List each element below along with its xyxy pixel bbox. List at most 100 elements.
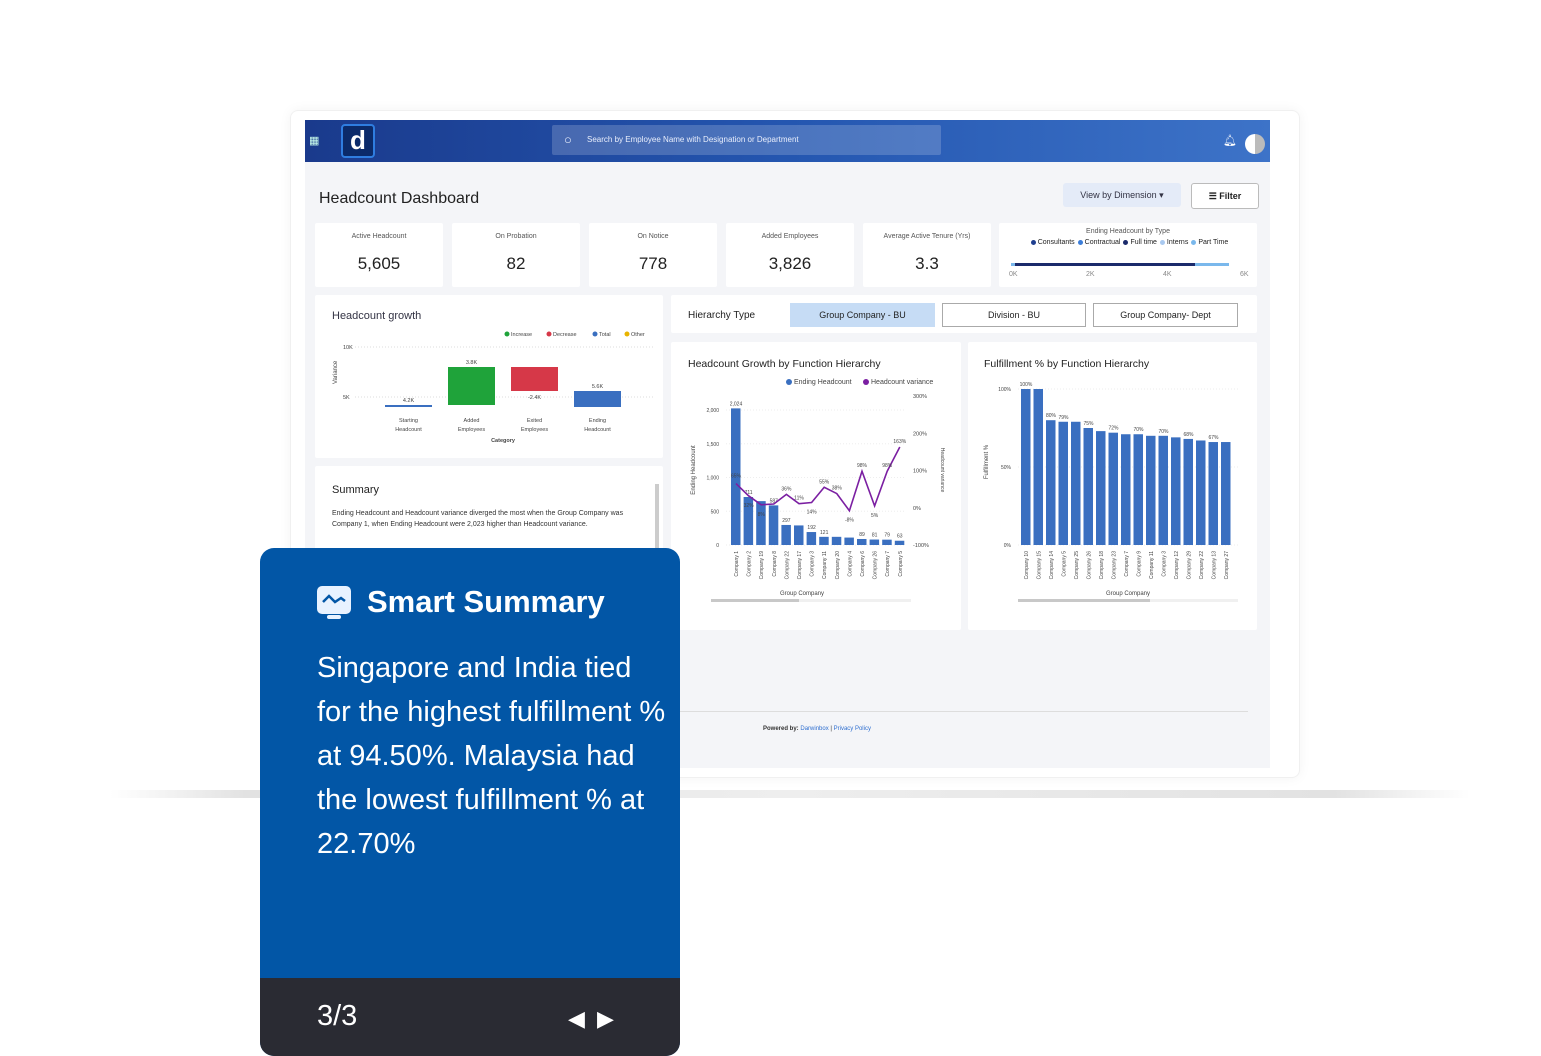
data-label: 5.6K <box>592 384 604 390</box>
headcount-bar <box>806 532 817 545</box>
privacy-policy-link[interactable]: Privacy Policy <box>833 726 871 732</box>
x-tick: Company 6 <box>860 551 866 577</box>
headcount-bar <box>781 524 791 545</box>
filter-label: Filter <box>1219 191 1242 201</box>
footer-separator: | <box>830 726 832 732</box>
data-label: 75% <box>1083 421 1094 427</box>
kpi-value: 3,826 <box>768 254 812 273</box>
type-bar-part-time <box>1011 263 1229 266</box>
scrollbar-thumb <box>711 599 799 602</box>
x-tick: Company 7 <box>1124 551 1130 577</box>
avatar[interactable] <box>1245 134 1265 154</box>
fulfillment-bar <box>1146 435 1156 545</box>
x-tick: Company 5 <box>898 551 904 577</box>
hierarchy-option[interactable]: Group Company- Dept <box>1093 303 1238 327</box>
x-tick: Ending <box>589 418 606 424</box>
kpi-label: On Notice <box>637 233 669 240</box>
dashboard-screen: ▦ d ○ Search by Employee Name with Design… <box>305 120 1270 768</box>
summary-scrollbar[interactable] <box>655 484 659 554</box>
x-tick: Company 17 <box>797 551 803 580</box>
laptop-base <box>110 790 1470 798</box>
legend-dot <box>624 331 630 337</box>
darwinbox-link[interactable]: Darwinbox <box>800 726 829 732</box>
x-tick: Headcount <box>395 427 422 433</box>
x-tick: Company 19 <box>759 551 765 580</box>
search-input[interactable]: ○ Search by Employee Name with Designatio… <box>552 125 941 155</box>
axis-tick: 0K <box>1009 271 1018 278</box>
data-label: 711 <box>745 490 753 496</box>
filter-button[interactable]: ☰ Filter <box>1191 183 1259 209</box>
ending-headcount-by-type-card: Ending Headcount by Type Consultants Cont… <box>999 223 1257 287</box>
y2-tick: 200% <box>913 431 927 437</box>
laptop-frame <box>290 110 1300 778</box>
scrollbar-track <box>711 599 911 602</box>
data-label: 81 <box>872 533 878 539</box>
y2-tick: 100% <box>913 469 927 475</box>
footer-divider <box>680 711 1248 712</box>
data-label: 38% <box>832 486 843 492</box>
data-label: 11% <box>794 496 804 502</box>
x-tick: Company 26 <box>873 551 879 580</box>
kpi-card: Active Headcount 5,605 <box>315 223 443 287</box>
x-tick: Company 13 <box>1212 551 1218 580</box>
y2-tick: 0% <box>913 506 921 512</box>
axis-tick: 2K <box>1086 271 1095 278</box>
data-label: 5% <box>871 513 879 519</box>
kpi-card: Added Employees 3,826 <box>726 223 854 287</box>
y-tick: 50% <box>1001 465 1012 471</box>
type-bar-full-time <box>1015 263 1195 266</box>
fulfillment-bar <box>1133 434 1143 545</box>
grid-icon[interactable]: ▦ <box>309 135 320 147</box>
kpi-card: On Probation 82 <box>452 223 580 287</box>
waterfall-bar <box>574 391 621 407</box>
y-axis-label: Ending Headcount <box>691 445 697 495</box>
y-tick: 0% <box>1004 543 1012 549</box>
hierarchy-option[interactable]: Division - BU <box>942 303 1086 327</box>
x-tick: Company 4 <box>847 551 853 577</box>
legend-label: Part Time <box>1198 239 1229 246</box>
legend-dot <box>546 331 552 337</box>
y2-tick: -100% <box>913 543 929 549</box>
x-tick: Company 26 <box>1087 551 1093 580</box>
next-arrow-icon[interactable]: ▶ <box>597 1006 614 1031</box>
x-tick: Employees <box>521 427 548 433</box>
logo[interactable]: d <box>341 124 375 158</box>
data-label: 98% <box>882 463 893 469</box>
legend-label: Headcount variance <box>871 379 933 386</box>
smart-summary-card: Smart Summary Singapore and India tied f… <box>260 548 680 1056</box>
y-tick: 1,000 <box>706 476 719 482</box>
fulfillment-bar <box>1183 438 1193 545</box>
x-tick: Added <box>464 418 480 424</box>
view-by-dimension-dropdown[interactable]: View by Dimension ▾ <box>1063 183 1181 207</box>
kpi-value: 778 <box>638 254 668 273</box>
headcount-bar <box>869 539 880 545</box>
y-tick: 1,500 <box>706 442 719 448</box>
kpi-label: Active Headcount <box>351 233 407 240</box>
search-icon: ○ <box>564 132 572 147</box>
chart-title: Headcount Growth by Function Hierarchy <box>688 358 881 370</box>
y-tick: 0 <box>716 543 719 549</box>
x-tick: Company 1 <box>734 551 740 577</box>
legend-item: Part Time <box>1188 239 1228 246</box>
chart-title: Headcount growth <box>332 310 421 322</box>
headcount-bar <box>743 497 754 545</box>
headcount-bar <box>882 539 892 545</box>
hierarchy-option[interactable]: Group Company - BU <box>790 303 935 327</box>
headcount-bar <box>768 505 779 545</box>
page-title: Headcount Dashboard <box>319 190 480 207</box>
legend-dot <box>786 379 792 385</box>
bell-icon[interactable]: 🔔︎ <box>1223 135 1237 147</box>
x-tick: Company 11 <box>1149 551 1155 579</box>
x-tick: Company 15 <box>1037 551 1043 580</box>
headcount-growth-card: Headcount growth Increase Decrease Total Oth… <box>315 295 663 458</box>
view-by-label: View by Dimension <box>1080 190 1157 200</box>
fulfillment-chart: Fulfillment % by Function Hierarchy 0% 50%… <box>984 358 1238 602</box>
kpi-label: On Probation <box>495 233 537 240</box>
x-tick: Exited <box>527 418 542 424</box>
x-tick: Company 8 <box>772 551 778 577</box>
data-label: 79 <box>884 533 890 539</box>
x-tick: Company 11 <box>822 551 828 579</box>
previous-arrow-icon[interactable]: ◀ <box>568 1006 585 1031</box>
y2-axis-label: Headcount variance <box>939 448 945 493</box>
x-tick: Company 22 <box>784 551 790 580</box>
